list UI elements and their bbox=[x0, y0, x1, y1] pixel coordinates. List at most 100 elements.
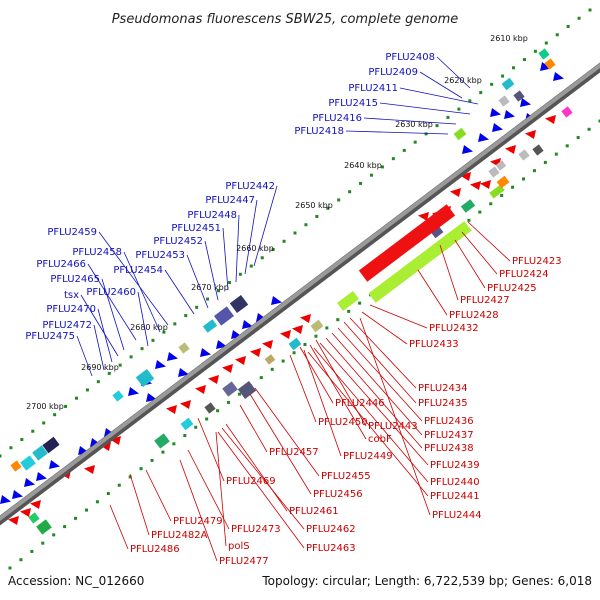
ruler-tick-outer bbox=[151, 338, 155, 342]
gene-label: polS bbox=[228, 541, 250, 552]
reverse-gene-arrow bbox=[84, 465, 95, 474]
leader-line bbox=[244, 199, 258, 275]
genome-summary-text: Topology: circular; Length: 6,722,539 bp… bbox=[262, 574, 592, 588]
gene-label: PFLU2448 bbox=[187, 210, 237, 221]
ruler-tick-outer bbox=[249, 264, 253, 268]
ruler-tick-outer bbox=[337, 198, 341, 202]
leader-line bbox=[379, 102, 471, 115]
gene-block-green bbox=[337, 290, 359, 312]
misc-gene-block bbox=[460, 199, 476, 213]
ruler-tick-outer bbox=[468, 99, 472, 103]
misc-gene-block bbox=[489, 184, 505, 199]
ruler-tick-inner bbox=[314, 334, 318, 338]
reverse-gene-arrow bbox=[100, 442, 111, 451]
gene-label: PFLU2427 bbox=[460, 295, 510, 306]
ruler-label: 2640 kbp bbox=[344, 161, 382, 170]
leader-line bbox=[369, 304, 428, 329]
gene-label: PFLU2465 bbox=[50, 274, 100, 285]
reverse-gene-arrow bbox=[110, 436, 121, 445]
leader-line bbox=[299, 346, 334, 404]
gene-label: PFLU2475 bbox=[25, 331, 75, 342]
ruler-tick-outer bbox=[435, 124, 439, 128]
leader-line bbox=[225, 423, 288, 512]
leader-line bbox=[239, 404, 268, 453]
ruler-tick-inner bbox=[511, 185, 515, 189]
reverse-gene-arrow bbox=[180, 400, 191, 409]
gene-label: PFLU2460 bbox=[86, 287, 136, 298]
misc-gene-block bbox=[135, 368, 155, 388]
ruler-label: 2700 kbp bbox=[26, 402, 64, 411]
leader-line bbox=[361, 311, 408, 345]
leader-line bbox=[439, 244, 459, 301]
forward-gene-arrow bbox=[0, 495, 11, 504]
ruler-tick-inner bbox=[336, 318, 340, 322]
gene-label: PFLU2432 bbox=[429, 323, 479, 334]
ruler-tick-outer bbox=[31, 429, 35, 433]
ruler-tick-inner bbox=[63, 525, 67, 529]
gene-label: PFLU2453 bbox=[135, 250, 185, 261]
leader-line bbox=[186, 254, 209, 309]
ruler-tick-inner bbox=[259, 376, 263, 380]
forward-gene-arrow bbox=[155, 360, 166, 369]
ruler-label: 2650 kbp bbox=[295, 201, 333, 210]
reverse-gene-arrow bbox=[222, 364, 233, 373]
ruler-tick-inner bbox=[500, 194, 504, 197]
leader-line bbox=[97, 308, 113, 363]
misc-gene-block bbox=[36, 519, 52, 535]
leader-line bbox=[343, 321, 417, 404]
gene-label: cobF bbox=[368, 434, 392, 445]
reverse-gene-arrow bbox=[470, 181, 481, 190]
leader-line bbox=[179, 459, 218, 562]
ruler-tick-inner bbox=[128, 475, 132, 479]
gene-label: PFLU2434 bbox=[418, 383, 468, 394]
gene-label: PFLU2452 bbox=[153, 236, 203, 247]
ruler-tick-inner bbox=[576, 136, 580, 140]
misc-gene-block bbox=[498, 95, 510, 107]
ruler-label: 2680 kbp bbox=[130, 323, 168, 332]
ruler-label: 2660 kbp bbox=[236, 244, 274, 253]
ruler-tick-outer bbox=[195, 305, 199, 309]
misc-gene-block bbox=[264, 354, 276, 365]
gene-label: PFLU2473 bbox=[231, 524, 281, 535]
ruler-tick-outer bbox=[555, 33, 559, 37]
forward-gene-arrow bbox=[12, 490, 23, 499]
reverse-gene-arrow bbox=[8, 516, 19, 525]
misc-gene-block bbox=[495, 160, 507, 171]
ruler-layer: 2610 kbp 2620 kbp 2630 kbp 2640 kbp 2650 kbp… bbox=[0, 8, 600, 570]
ruler-tick-inner bbox=[8, 566, 12, 570]
leader-line bbox=[109, 504, 129, 550]
ruler-tick-outer bbox=[369, 173, 373, 177]
reverse-gene-arrow bbox=[195, 385, 206, 394]
misc-gene-block bbox=[202, 319, 218, 333]
forward-gene-arrow bbox=[504, 110, 515, 119]
ruler-tick-inner bbox=[587, 127, 591, 131]
ruler-tick-inner bbox=[216, 409, 220, 413]
ruler-tick-outer bbox=[184, 314, 188, 318]
ruler-tick-inner bbox=[478, 210, 482, 214]
ruler-tick-inner bbox=[19, 558, 23, 562]
gene-label: PFLU2411 bbox=[348, 83, 398, 94]
misc-gene-block bbox=[112, 390, 124, 402]
misc-gene-block bbox=[229, 294, 249, 314]
ruler-tick-outer bbox=[457, 107, 461, 111]
forward-gene-arrow bbox=[24, 478, 35, 487]
leader-line bbox=[307, 351, 429, 497]
leader-line bbox=[76, 335, 93, 377]
ruler-tick-outer bbox=[446, 115, 450, 119]
ruler-tick-outer bbox=[501, 74, 505, 78]
leader-line bbox=[359, 317, 431, 516]
ruler-tick-inner bbox=[543, 160, 547, 164]
leader-line bbox=[87, 263, 137, 341]
gene-label: PFLU2439 bbox=[430, 460, 480, 471]
leader-line bbox=[137, 291, 149, 347]
ruler-tick-outer bbox=[304, 223, 308, 227]
gene-label: PFLU2409 bbox=[368, 67, 418, 78]
misc-gene-block bbox=[518, 149, 530, 161]
ruler-tick-outer bbox=[424, 132, 428, 136]
reverse-gene-arrow bbox=[166, 405, 177, 414]
ruler-tick-outer bbox=[9, 446, 13, 450]
ruler-tick-outer bbox=[206, 297, 210, 301]
reverse-gene-arrow bbox=[235, 356, 246, 365]
ruler-tick-outer bbox=[577, 16, 581, 20]
